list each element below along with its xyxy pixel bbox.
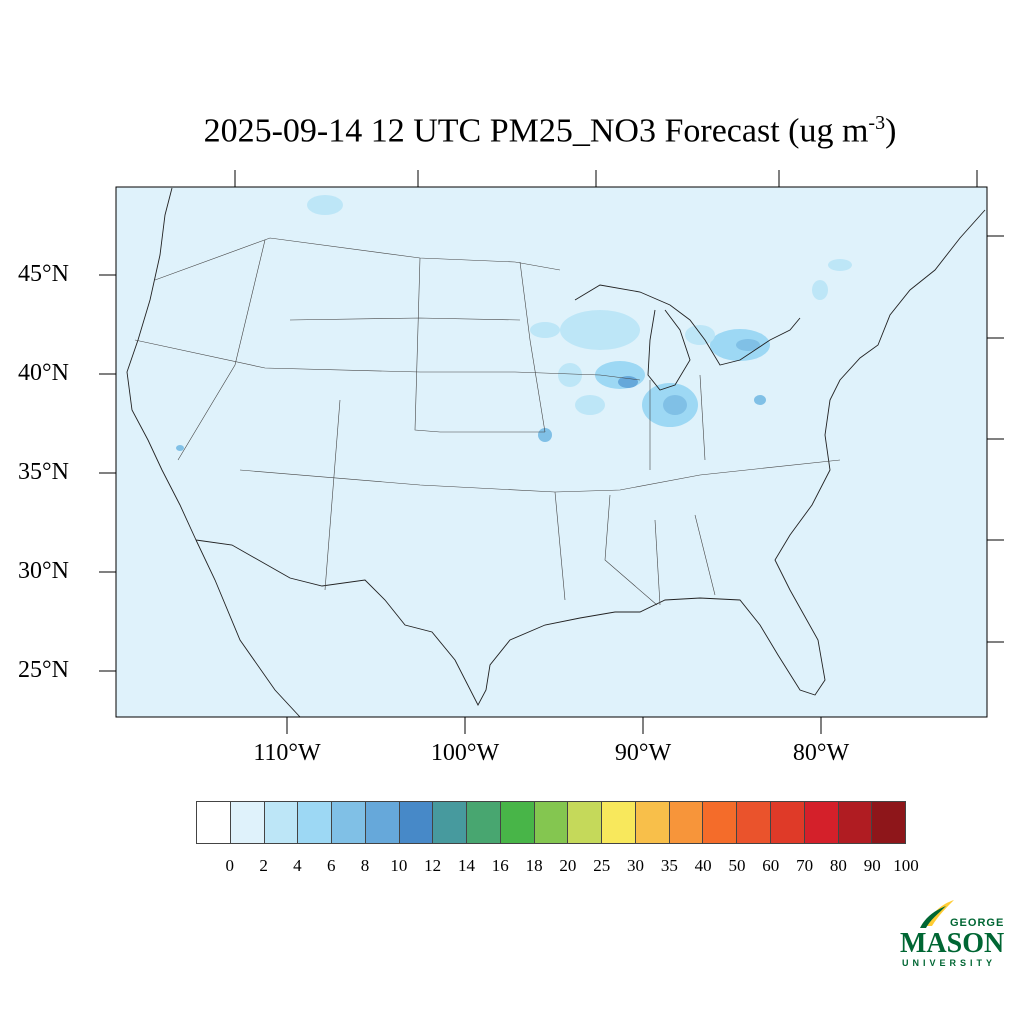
plume-area [754, 395, 766, 405]
colorbar-label: 90 [863, 856, 881, 875]
great-lakes-shore [574, 284, 801, 366]
colorbar-label: 40 [694, 856, 712, 875]
plume-area [307, 195, 343, 215]
colorbar-box-12 [602, 802, 636, 843]
plume-area [736, 339, 760, 351]
logo-george: GEORGE [950, 917, 1004, 929]
axis-ticks [99, 170, 1004, 734]
pacific-coast [126, 187, 197, 541]
lat-label-30n: 30°N [18, 558, 69, 584]
colorbar-box-19 [838, 802, 873, 843]
lat-label-25n: 25°N [18, 657, 69, 683]
logo-mason: MASON [900, 928, 1004, 959]
baja-coast [195, 539, 301, 718]
colorbar-box-3 [298, 802, 333, 843]
plume-area [685, 325, 715, 345]
colorbar-label: 80 [829, 856, 847, 875]
map-frame [115, 186, 988, 718]
colorbar-box-1 [230, 802, 265, 843]
george-mason-logo: GEORGE MASON UNIVERSITY [900, 900, 1004, 968]
colorbar-label: 35 [660, 856, 678, 875]
colorbar-label: 30 [627, 856, 645, 875]
lat-label-35n: 35°N [18, 459, 69, 485]
colorbar-label: 12 [424, 856, 442, 875]
colorbar-label: 16 [491, 856, 509, 875]
colorbar-label: 18 [525, 856, 543, 875]
colorbar-box-9 [500, 802, 535, 843]
colorbar-box-18 [804, 802, 839, 843]
map-background [116, 187, 987, 717]
colorbar-label: 6 [326, 856, 336, 875]
colorbar-box-0 [197, 802, 231, 843]
colorbar-box-4 [332, 802, 366, 843]
lon-label-100w: 100°W [430, 740, 500, 766]
plume-area [828, 259, 852, 271]
colorbar-label: 2 [259, 856, 268, 875]
plume-area [530, 322, 560, 338]
coastlines [126, 187, 986, 718]
lat-label-45n: 45°N [18, 261, 69, 287]
colorbar [196, 801, 906, 844]
lon-label-110w: 110°W [253, 740, 321, 766]
lake-michigan [647, 309, 691, 391]
plume-area [663, 395, 687, 415]
plume-area [812, 280, 828, 300]
lon-label-80w: 80°W [792, 740, 850, 766]
logo-university: UNIVERSITY [902, 958, 996, 968]
colorbar-box-11 [568, 802, 603, 843]
colorbar-box-16 [737, 802, 772, 843]
colorbar-label: 25 [593, 856, 611, 875]
colorbar-box-2 [264, 802, 299, 843]
plume-area [558, 363, 582, 387]
colorbar-box-5 [365, 802, 400, 843]
colorbar-box-13 [635, 802, 670, 843]
lon-label-90w: 90°W [614, 740, 672, 766]
title-text: 2025-09-14 12 UTC PM25_NO3 Forecast (ug … [203, 112, 869, 150]
plume-area [538, 428, 552, 442]
plume-area [560, 310, 640, 350]
colorbar-box-15 [703, 802, 738, 843]
colorbar-label: 8 [360, 856, 370, 875]
colorbar-label: 20 [559, 856, 577, 875]
colorbar-box-20 [872, 802, 906, 843]
title-exponent: -3 [868, 112, 886, 134]
colorbar-label: 10 [390, 856, 408, 875]
colorbar-box-6 [399, 802, 434, 843]
colorbar-label: 50 [728, 856, 746, 875]
colorbar-label: 4 [293, 856, 302, 875]
lat-label-40n: 40°N [18, 360, 69, 386]
state-borders [134, 237, 841, 606]
southern-eastern-coast [195, 209, 986, 706]
colorbar-label: 60 [762, 856, 780, 875]
plume-area [176, 445, 184, 451]
title-close: ) [885, 112, 897, 150]
colorbar-label: 14 [457, 856, 475, 875]
colorbar-label: 0 [225, 856, 235, 875]
colorbar-label: 70 [796, 856, 814, 875]
plume-area [575, 395, 605, 415]
colorbar-box-7 [433, 802, 468, 843]
colorbar-label: 100 [893, 856, 919, 875]
colorbar-box-10 [534, 802, 569, 843]
colorbar-box-14 [669, 802, 704, 843]
colorbar-box-8 [467, 802, 501, 843]
colorbar-box-17 [771, 802, 805, 843]
chart-title: 2025-09-14 12 UTC PM25_NO3 Forecast (ug … [0, 112, 1024, 150]
